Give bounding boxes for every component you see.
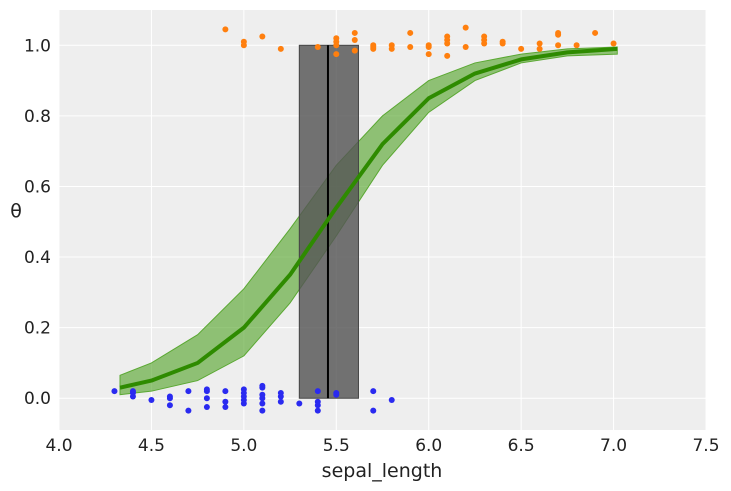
class1-point bbox=[555, 42, 562, 49]
class1-point bbox=[462, 44, 469, 51]
x-ticks: 4.0 4.5 5.0 5.5 6.0 6.5 7.0 7.5 bbox=[45, 436, 719, 456]
y-tick-label: 0.6 bbox=[24, 177, 51, 197]
class1-point bbox=[536, 40, 543, 47]
class1-point bbox=[259, 33, 266, 40]
class1-point bbox=[222, 26, 229, 33]
class0-point bbox=[203, 386, 210, 393]
class0-point bbox=[203, 404, 210, 411]
class1-point bbox=[444, 52, 451, 59]
class0-point bbox=[222, 404, 229, 411]
class1-point bbox=[499, 40, 506, 47]
class0-point bbox=[277, 393, 284, 400]
y-tick-label: 0.8 bbox=[24, 107, 51, 127]
class1-point bbox=[425, 44, 432, 51]
x-tick-label: 4.5 bbox=[138, 436, 165, 456]
class1-point bbox=[240, 42, 247, 49]
class1-point bbox=[518, 45, 525, 52]
class1-point bbox=[610, 40, 617, 47]
class0-point bbox=[129, 393, 136, 400]
class1-point bbox=[351, 47, 358, 54]
class0-point bbox=[111, 388, 118, 395]
class0-point bbox=[370, 388, 377, 395]
class1-point bbox=[407, 29, 414, 36]
x-tick-label: 7.0 bbox=[600, 436, 627, 456]
class0-point bbox=[129, 388, 136, 395]
y-axis-label: θ bbox=[10, 200, 22, 222]
class0-point bbox=[148, 397, 155, 403]
y-tick-label: 1.0 bbox=[24, 36, 51, 56]
class1-point bbox=[462, 24, 469, 31]
mean-probability-curve bbox=[119, 46, 618, 390]
class1-point bbox=[333, 42, 340, 49]
class1-point bbox=[333, 51, 340, 58]
class1-point bbox=[388, 45, 395, 52]
class0-point bbox=[222, 398, 229, 405]
class0-point bbox=[314, 402, 321, 409]
class0-point bbox=[388, 397, 395, 403]
grid bbox=[58, 10, 707, 430]
x-tick-label: 6.0 bbox=[415, 436, 442, 456]
class1-point bbox=[444, 40, 451, 47]
x-axis-label: sepal_length bbox=[322, 460, 443, 482]
class0-point bbox=[203, 395, 210, 402]
class1-point bbox=[351, 37, 358, 43]
y-tick-label: 0.0 bbox=[24, 389, 51, 409]
x-tick-label: 7.5 bbox=[692, 436, 719, 456]
class1-point bbox=[407, 44, 414, 51]
class1-point bbox=[481, 40, 488, 47]
class1-point bbox=[425, 51, 432, 58]
class1-point bbox=[555, 31, 562, 38]
hdi-band-layer bbox=[119, 46, 618, 396]
class0-point bbox=[277, 398, 284, 405]
class1-point bbox=[314, 44, 321, 51]
y-tick-label: 0.2 bbox=[24, 319, 51, 339]
y-ticks: 0.0 0.2 0.4 0.6 0.8 1.0 bbox=[24, 36, 51, 409]
points-layer bbox=[111, 24, 618, 414]
class0-point bbox=[185, 388, 192, 395]
class1-point bbox=[536, 45, 543, 52]
hdi-band bbox=[119, 46, 618, 396]
class1-point bbox=[277, 45, 284, 52]
class0-point bbox=[259, 395, 266, 402]
class0-point bbox=[185, 407, 192, 414]
class0-point bbox=[370, 407, 377, 414]
class0-point bbox=[222, 388, 229, 395]
class0-point bbox=[166, 393, 173, 400]
class0-point bbox=[259, 400, 266, 407]
x-tick-label: 5.0 bbox=[230, 436, 257, 456]
class0-point bbox=[240, 400, 247, 407]
class0-point bbox=[314, 407, 321, 414]
class0-point bbox=[296, 400, 303, 407]
x-tick-label: 4.0 bbox=[45, 436, 72, 456]
y-tick-label: 0.4 bbox=[24, 248, 51, 268]
class1-point bbox=[370, 45, 377, 52]
x-tick-label: 6.5 bbox=[508, 436, 535, 456]
class1-point bbox=[351, 29, 358, 36]
class0-point bbox=[166, 402, 173, 409]
class1-point bbox=[592, 29, 599, 36]
class0-point bbox=[259, 384, 266, 391]
class1-point bbox=[573, 42, 580, 49]
x-tick-label: 5.5 bbox=[323, 436, 350, 456]
class0-point bbox=[314, 388, 321, 395]
class0-point bbox=[259, 407, 266, 414]
class0-point bbox=[333, 391, 340, 398]
